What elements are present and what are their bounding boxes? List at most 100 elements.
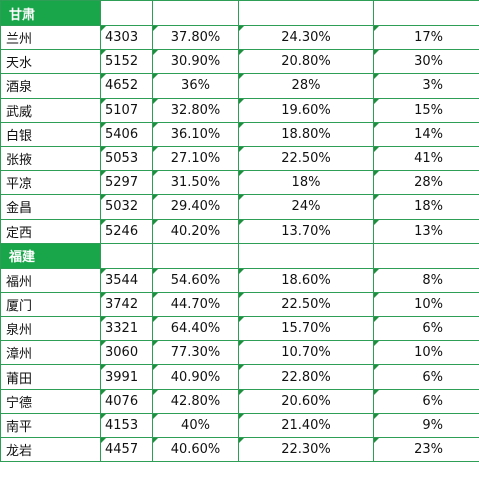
percent-3-cell[interactable]: 10% <box>373 291 479 318</box>
percent-2-cell[interactable]: 22.50% <box>238 291 374 318</box>
percent-2-cell[interactable]: 19.60% <box>238 97 374 123</box>
percent-3-cell[interactable]: 14% <box>373 121 479 147</box>
city-cell[interactable]: 酒泉 <box>0 73 101 99</box>
count-cell[interactable]: 3321 <box>100 316 153 342</box>
count-cell[interactable]: 4303 <box>100 24 153 51</box>
count-cell[interactable]: 4076 <box>100 388 153 414</box>
empty-cell[interactable] <box>152 242 239 269</box>
count-cell[interactable]: 3060 <box>100 340 153 366</box>
percent-2-cell[interactable]: 10.70% <box>238 340 374 366</box>
percent-1-cell[interactable]: 42.80% <box>152 388 239 414</box>
city-cell[interactable]: 莆田 <box>0 364 101 390</box>
percent-2-cell[interactable]: 18% <box>238 170 374 196</box>
city-cell[interactable]: 福州 <box>0 267 101 293</box>
percent-1-cell[interactable]: 64.40% <box>152 316 239 342</box>
percent-1-cell[interactable]: 40% <box>152 412 239 439</box>
percent-3-cell[interactable]: 41% <box>373 145 479 172</box>
city-cell[interactable]: 平凉 <box>0 170 101 196</box>
percent-1-cell[interactable]: 30.90% <box>152 49 239 75</box>
percent-2-cell[interactable]: 28% <box>238 73 374 99</box>
count-cell[interactable]: 4153 <box>100 412 153 439</box>
count-cell[interactable]: 3742 <box>100 291 153 318</box>
count-cell[interactable]: 4457 <box>100 436 153 463</box>
table-row: 酒泉 4652 36% 28% 3% <box>0 73 479 99</box>
city-cell[interactable]: 宁德 <box>0 388 101 414</box>
percent-1-cell[interactable]: 29.40% <box>152 194 239 220</box>
empty-cell[interactable] <box>100 242 153 269</box>
percent-3-cell[interactable]: 15% <box>373 97 479 123</box>
percent-3-cell[interactable]: 8% <box>373 267 479 293</box>
percent-3-cell[interactable]: 9% <box>373 412 479 439</box>
percent-3-cell[interactable]: 6% <box>373 316 479 342</box>
percent-3-cell[interactable]: 30% <box>373 49 479 75</box>
city-cell[interactable]: 白银 <box>0 121 101 147</box>
empty-cell[interactable] <box>373 242 479 269</box>
percent-3-cell[interactable]: 6% <box>373 364 479 390</box>
data-table: 甘肃 兰州 4303 37.80% 24.30% 17% 天水 5152 30.90% 20.80… <box>0 0 479 463</box>
percent-3-cell[interactable]: 28% <box>373 170 479 196</box>
percent-3-cell[interactable]: 10% <box>373 340 479 366</box>
city-cell[interactable]: 南平 <box>0 412 101 439</box>
count-cell[interactable]: 5032 <box>100 194 153 220</box>
percent-3-cell[interactable]: 17% <box>373 24 479 51</box>
percent-1-cell[interactable]: 36.10% <box>152 121 239 147</box>
percent-2-cell[interactable]: 18.60% <box>238 267 374 293</box>
empty-cell[interactable] <box>238 242 374 269</box>
percent-3-cell[interactable]: 18% <box>373 194 479 220</box>
percent-2-cell[interactable]: 24.30% <box>238 24 374 51</box>
percent-1-cell[interactable]: 77.30% <box>152 340 239 366</box>
city-cell[interactable]: 厦门 <box>0 291 101 318</box>
province-header-cell[interactable]: 甘肃 <box>0 0 101 26</box>
count-cell[interactable]: 5053 <box>100 145 153 172</box>
percent-1-cell[interactable]: 37.80% <box>152 24 239 51</box>
percent-2-cell[interactable]: 22.80% <box>238 364 374 390</box>
table-row: 平凉 5297 31.50% 18% 28% <box>0 170 479 196</box>
percent-1-cell[interactable]: 40.90% <box>152 364 239 390</box>
percent-3-cell[interactable]: 6% <box>373 388 479 414</box>
percent-3-cell[interactable]: 23% <box>373 436 479 463</box>
percent-2-cell[interactable]: 24% <box>238 194 374 220</box>
empty-cell[interactable] <box>373 0 479 26</box>
percent-3-cell[interactable]: 13% <box>373 218 479 244</box>
empty-cell[interactable] <box>100 0 153 26</box>
count-cell[interactable]: 3991 <box>100 364 153 390</box>
city-cell[interactable]: 金昌 <box>0 194 101 220</box>
group-header-row: 福建 <box>0 242 479 269</box>
percent-1-cell[interactable]: 40.60% <box>152 436 239 463</box>
city-cell[interactable]: 张掖 <box>0 145 101 172</box>
count-cell[interactable]: 5152 <box>100 49 153 75</box>
empty-cell[interactable] <box>152 0 239 26</box>
percent-2-cell[interactable]: 20.60% <box>238 388 374 414</box>
city-cell[interactable]: 龙岩 <box>0 436 101 463</box>
percent-1-cell[interactable]: 27.10% <box>152 145 239 172</box>
percent-1-cell[interactable]: 54.60% <box>152 267 239 293</box>
city-cell[interactable]: 定西 <box>0 218 101 244</box>
percent-1-cell[interactable]: 44.70% <box>152 291 239 318</box>
city-cell[interactable]: 漳州 <box>0 340 101 366</box>
percent-1-cell[interactable]: 36% <box>152 73 239 99</box>
table-row: 天水 5152 30.90% 20.80% 30% <box>0 49 479 75</box>
count-cell[interactable]: 5297 <box>100 170 153 196</box>
province-header-cell[interactable]: 福建 <box>0 242 101 269</box>
city-cell[interactable]: 泉州 <box>0 316 101 342</box>
count-cell[interactable]: 5246 <box>100 218 153 244</box>
empty-cell[interactable] <box>238 0 374 26</box>
percent-2-cell[interactable]: 21.40% <box>238 412 374 439</box>
percent-2-cell[interactable]: 20.80% <box>238 49 374 75</box>
percent-2-cell[interactable]: 15.70% <box>238 316 374 342</box>
count-cell[interactable]: 4652 <box>100 73 153 99</box>
count-cell[interactable]: 5107 <box>100 97 153 123</box>
count-cell[interactable]: 5406 <box>100 121 153 147</box>
percent-1-cell[interactable]: 31.50% <box>152 170 239 196</box>
percent-3-cell[interactable]: 3% <box>373 73 479 99</box>
percent-2-cell[interactable]: 13.70% <box>238 218 374 244</box>
percent-2-cell[interactable]: 18.80% <box>238 121 374 147</box>
city-cell[interactable]: 天水 <box>0 49 101 75</box>
city-cell[interactable]: 武威 <box>0 97 101 123</box>
percent-1-cell[interactable]: 32.80% <box>152 97 239 123</box>
percent-1-cell[interactable]: 40.20% <box>152 218 239 244</box>
percent-2-cell[interactable]: 22.50% <box>238 145 374 172</box>
city-cell[interactable]: 兰州 <box>0 24 101 51</box>
percent-2-cell[interactable]: 22.30% <box>238 436 374 463</box>
count-cell[interactable]: 3544 <box>100 267 153 293</box>
